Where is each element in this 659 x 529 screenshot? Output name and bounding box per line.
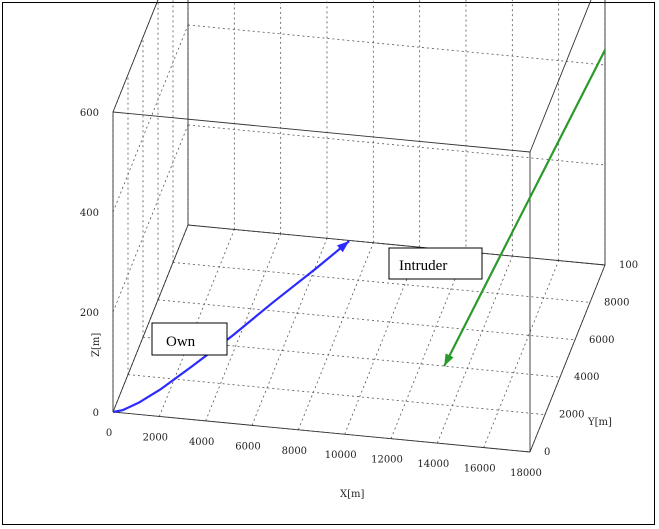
intruder-arrowhead — [444, 353, 454, 367]
backwall-gridline-z — [187, 24, 606, 66]
axes-box — [112, 0, 606, 453]
z-tick-label: 400 — [80, 208, 99, 219]
y-axis-label: Y[m] — [587, 417, 612, 428]
box-edge — [529, 264, 606, 453]
x-tick-label: 14000 — [417, 459, 449, 470]
y-tick-label: 6000 — [589, 335, 614, 346]
floor-gridline-x — [483, 260, 560, 448]
x-tick-label: 16000 — [464, 464, 496, 475]
floor-gridline-y — [172, 262, 591, 303]
z-tick-label: 600 — [80, 108, 99, 119]
leftwall-gridline-z — [112, 124, 189, 313]
floor-gridline-y — [127, 374, 546, 415]
x-tick-label: 10000 — [325, 450, 357, 461]
own-arrowhead — [336, 241, 350, 253]
own-annotation-text: Own — [166, 334, 196, 350]
floor-gridline-x — [297, 242, 374, 430]
y-tick-label: 2000 — [559, 410, 584, 421]
x-tick-label: 8000 — [282, 446, 307, 457]
floor-gridline-x — [251, 238, 328, 426]
y-tick-label: 8000 — [604, 297, 629, 308]
y-tick-label: 100 — [619, 260, 638, 271]
own-annotation: Own — [151, 322, 228, 356]
floor-gridline-x — [390, 251, 467, 439]
box-edge — [529, 0, 592, 153]
x-tick-label: 6000 — [235, 441, 260, 452]
intruder-annotation-text: Intruder — [399, 258, 447, 274]
box-edge — [187, 224, 606, 266]
box-edge — [112, 411, 531, 453]
backwall-gridline-z — [187, 124, 606, 166]
data-series — [112, 49, 606, 414]
y-tick-label: 0 — [544, 447, 550, 458]
tick-labels: 0 2000 4000 6000 8000 10000 12000 14000 16000 180… — [80, 108, 638, 479]
intruder-annotation: Intruder — [388, 247, 483, 280]
box-edge — [112, 111, 531, 153]
intruder-trajectory — [443, 49, 606, 367]
x-axis-label: X[m] — [340, 489, 365, 500]
z-tick-label: 200 — [80, 308, 99, 319]
z-tick-label: 0 — [93, 408, 99, 419]
box-edge — [112, 0, 159, 113]
leftwall-gridline-z — [112, 0, 159, 113]
leftwall-gridline-z — [112, 24, 189, 213]
x-tick-label: 12000 — [371, 455, 403, 466]
own-annotation-box — [151, 322, 228, 356]
box-edge — [112, 224, 189, 413]
floor-gridline-x — [436, 255, 513, 444]
x-tick-label: 2000 — [143, 432, 168, 443]
figure-frame — [2, 2, 655, 525]
intruder-annotation-box — [388, 247, 483, 280]
grid-lines — [112, 0, 606, 453]
z-axis-label: Z[m] — [91, 333, 102, 357]
x-tick-label: 18000 — [510, 468, 542, 479]
y-tick-label: 4000 — [574, 372, 599, 383]
floor-gridline-x — [344, 247, 421, 435]
own-trajectory — [112, 240, 350, 414]
x-tick-label: 4000 — [189, 437, 214, 448]
x-tick-label: 0 — [106, 428, 112, 439]
